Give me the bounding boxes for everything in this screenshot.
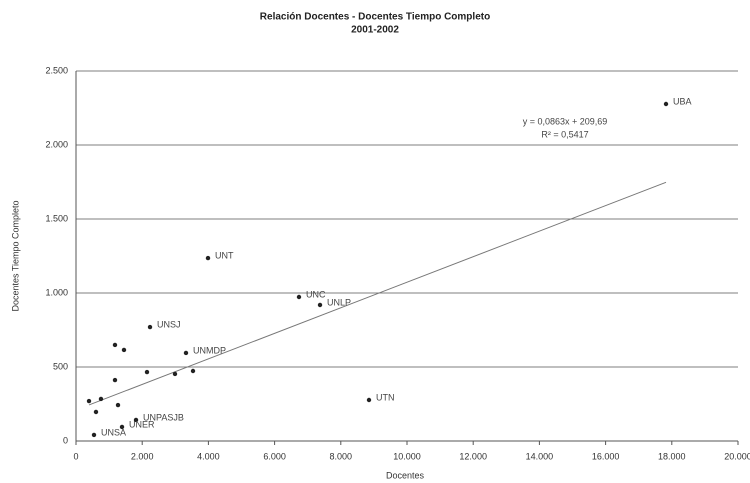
point (98, 396, 104, 402)
point-label: UTN (376, 392, 395, 402)
point-label: UNLP (327, 297, 351, 307)
trendline-r2: R² = 0,5417 (541, 129, 588, 139)
point (86, 398, 92, 404)
trendline (88, 181, 667, 406)
point (133, 417, 139, 423)
chart-subtitle: 2001-2002 (351, 25, 399, 36)
x-tick-label: 0 (73, 451, 78, 461)
y-tick-label: 1.000 (45, 287, 68, 297)
point-label: UNT (215, 250, 234, 260)
point (317, 302, 323, 308)
point-label: UBA (673, 96, 692, 106)
y-tick-label: 1.500 (45, 213, 68, 223)
x-tick-label: 12.000 (459, 451, 487, 461)
point-label: UNPASJB (143, 412, 184, 422)
y-tick-label: 2.000 (45, 139, 68, 149)
point-label: UNC (306, 289, 326, 299)
point (112, 342, 118, 348)
point (121, 347, 127, 353)
point (663, 101, 669, 107)
point (93, 409, 99, 415)
point (190, 368, 196, 374)
chart-title: Relación Docentes - Docentes Tiempo Comp… (260, 12, 490, 23)
x-tick-label: 8.000 (330, 451, 353, 461)
y-tick-label: 2.500 (45, 65, 68, 75)
point (91, 432, 97, 438)
y-axis-label: Docentes Tiempo Completo (10, 200, 20, 311)
y-tick-label: 500 (53, 361, 68, 371)
point-label: UNER (129, 419, 155, 429)
point-label: UNSJ (157, 319, 181, 329)
trendline-equation: y = 0,0863x + 209,69 (523, 116, 608, 126)
x-tick-label: 16.000 (592, 451, 620, 461)
point (147, 324, 153, 330)
y-tick-label: 0 (63, 435, 68, 445)
point (112, 377, 118, 383)
x-tick-label: 14.000 (526, 451, 554, 461)
point (115, 402, 121, 408)
point (296, 294, 302, 300)
point-label: UNMDP (193, 345, 226, 355)
point (183, 350, 189, 356)
x-tick-label: 2.000 (131, 451, 154, 461)
x-axis-label: Docentes (386, 470, 425, 480)
x-tick-label: 20.000 (724, 451, 750, 461)
x-tick-label: 6.000 (263, 451, 286, 461)
point-label: UNSA (101, 427, 126, 437)
point (119, 424, 125, 430)
point (144, 369, 150, 375)
point (205, 255, 211, 261)
x-tick-label: 4.000 (197, 451, 220, 461)
x-tick-label: 18.000 (658, 451, 686, 461)
x-tick-label: 10.000 (393, 451, 421, 461)
point (366, 397, 372, 403)
point (172, 371, 178, 377)
